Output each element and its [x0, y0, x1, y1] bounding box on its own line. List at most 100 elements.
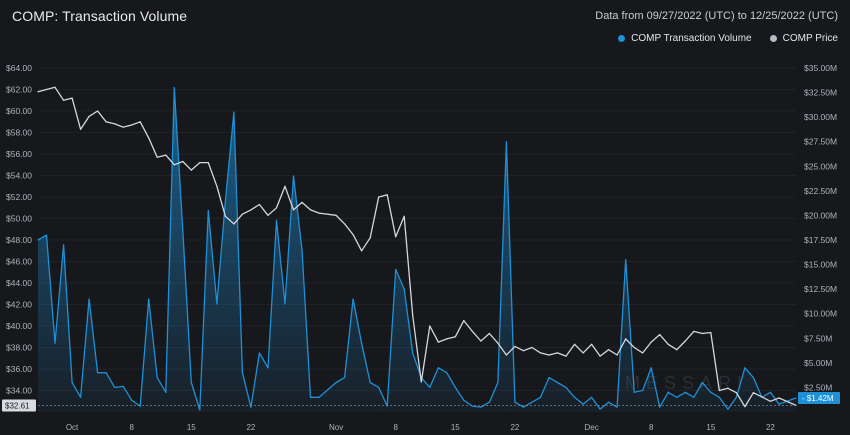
x-axis-tick-label: 8 [393, 423, 398, 432]
price-point [378, 196, 380, 198]
x-axis-tick-label: 15 [187, 423, 196, 432]
volume-point [131, 399, 133, 401]
price-point [727, 387, 729, 389]
price-point [156, 156, 158, 158]
volume-point [309, 396, 312, 398]
price-point [284, 185, 286, 187]
price-point [548, 354, 550, 356]
price-point [718, 389, 720, 392]
volume-point [45, 234, 48, 236]
volume-series-layer [37, 87, 797, 412]
right-axis-tick-label: $35.00M [804, 63, 837, 73]
price-point [608, 349, 610, 351]
volume-point [497, 381, 499, 384]
volume-point [190, 381, 192, 384]
volume-point [292, 175, 295, 177]
price-point [701, 332, 703, 335]
price-point [693, 330, 695, 332]
price-point [505, 354, 507, 356]
volume-point [676, 396, 678, 398]
volume-point [548, 377, 550, 379]
right-axis-tick-label: $12.50M [804, 284, 837, 294]
left-axis-tick-label: $36.00 [6, 364, 32, 374]
price-point [471, 330, 473, 332]
volume-point [701, 381, 703, 384]
volume-point [114, 386, 116, 388]
volume-point [122, 385, 124, 387]
volume-point [752, 377, 755, 379]
volume-point [727, 408, 729, 410]
left-axis-tick-label: $46.00 [6, 257, 32, 267]
price-point [633, 346, 635, 349]
x-axis-tick-label: 22 [510, 423, 519, 432]
price-point [80, 128, 82, 130]
volume-point [386, 405, 388, 407]
chart-title: COMP: Transaction Volume [12, 8, 188, 24]
left-axis-tick-label: $64.00 [6, 63, 32, 73]
volume-point [659, 406, 661, 408]
price-point [37, 91, 39, 93]
price-point [667, 343, 669, 345]
volume-point [344, 377, 346, 379]
right-axis-tick-label: $7.50M [804, 333, 832, 343]
volume-point [156, 377, 158, 379]
left-axis-tick-label: $48.00 [6, 235, 32, 245]
volume-point [531, 401, 533, 403]
price-point [114, 123, 116, 125]
price-point [71, 97, 73, 99]
volume-point [505, 141, 507, 143]
price-point [250, 209, 252, 211]
price-point [88, 115, 90, 117]
left-axis-tick-label: $58.00 [6, 128, 32, 138]
right-axis-tick-label: $10.00M [804, 309, 837, 319]
price-point [335, 214, 337, 216]
price-point [173, 164, 175, 166]
right-axis-tick-label: $15.00M [804, 260, 837, 270]
volume-point [608, 401, 610, 403]
right-axis-tick-label: $27.50M [804, 137, 837, 147]
volume-point [471, 405, 473, 407]
price-point [454, 336, 456, 338]
volume-point [403, 288, 405, 290]
price-point [480, 340, 482, 342]
price-point [148, 137, 150, 139]
volume-point [769, 391, 772, 393]
left-axis-tick-label: $38.00 [6, 343, 32, 353]
price-point [591, 343, 593, 345]
x-axis-tick-label: Nov [329, 423, 343, 432]
volume-point [361, 342, 363, 344]
price-point [207, 162, 209, 164]
price-point [352, 234, 354, 236]
price-point [565, 355, 567, 357]
left-axis-tick-label: $40.00 [6, 321, 32, 331]
volume-point [693, 396, 695, 398]
right-axis-tick-label: $25.00M [804, 161, 837, 171]
volume-legend-dot [618, 35, 626, 42]
price-point [139, 121, 141, 123]
price-line [37, 86, 797, 408]
x-axis-tick-label: 15 [706, 423, 715, 432]
price-point [241, 213, 243, 215]
price-point [539, 352, 542, 354]
volume-point [522, 406, 525, 408]
volume-point [463, 399, 465, 401]
x-axis-tick-label: 15 [451, 423, 460, 432]
volume-point [642, 389, 644, 391]
volume-point [199, 409, 201, 411]
price-point [488, 332, 490, 335]
right-axis-tick-label: $2.50M [804, 382, 832, 392]
volume-point [335, 381, 337, 384]
legend-item-volume[interactable]: COMP Transaction Volume [618, 33, 752, 44]
volume-point [582, 403, 584, 405]
volume-point [735, 396, 738, 398]
volume-point [616, 406, 618, 408]
left-axis-tick-label: $42.00 [6, 300, 32, 310]
price-point [318, 212, 320, 214]
legend-item-price[interactable]: COMP Price [769, 33, 838, 44]
right-axis: $2.50M $5.00M $7.50M $10.00M $12.50M $15.00M $… [804, 63, 837, 392]
price-point [437, 341, 439, 343]
price-point [429, 325, 431, 327]
volume-point [395, 268, 397, 271]
price-point [258, 203, 260, 206]
price-point [45, 88, 48, 91]
